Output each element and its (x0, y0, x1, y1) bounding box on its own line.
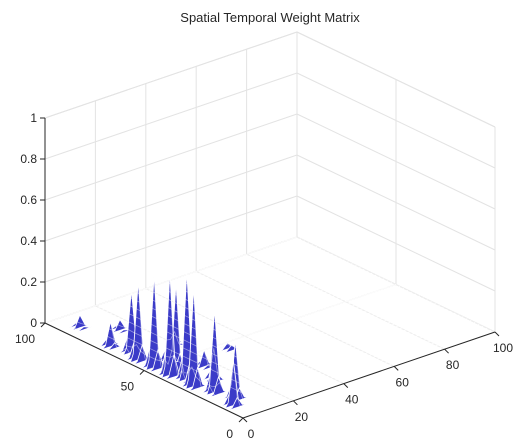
z-grid-back-wall (44, 195, 298, 283)
x-tick-mark (242, 417, 248, 423)
surface-mesh-line (234, 327, 488, 415)
surface-mesh-line (104, 265, 357, 352)
surface-mesh-line (64, 246, 317, 333)
surface-mesh-line (115, 298, 314, 395)
surface-mesh-line (167, 295, 420, 383)
z-grid-back-wall (44, 72, 298, 160)
x-axis-line (242, 331, 496, 419)
surface-mesh-line (223, 322, 476, 409)
x-tick-mark (444, 348, 449, 354)
box-edge (44, 31, 298, 119)
surface-mesh-line (216, 264, 415, 360)
surface-mesh-line (206, 267, 405, 364)
box-edge (296, 31, 496, 128)
surface-ribbon (219, 320, 472, 407)
surface-mesh-line (65, 282, 264, 412)
surface-mesh-line (196, 271, 395, 367)
z-tick-label: 0.8 (20, 152, 37, 166)
surface-mesh-line (84, 255, 337, 343)
surface-mesh-line (120, 272, 373, 360)
x-tick-mark (343, 383, 349, 388)
surface-mesh-line (135, 291, 334, 388)
surface-mesh-line (165, 281, 365, 378)
surface-mesh-line (236, 257, 435, 353)
surface-mesh-line (238, 329, 492, 417)
surface-mesh-line (48, 238, 302, 326)
surface-mesh-line (145, 288, 344, 384)
z-tick-label: 0.4 (20, 234, 37, 248)
surface-mesh-line (68, 248, 321, 335)
x-tick-mark (393, 366, 399, 371)
surface-mesh-line (286, 240, 486, 336)
surface-mesh-line (54, 271, 254, 415)
surface-mesh-line (155, 284, 355, 381)
axes (40, 117, 500, 423)
y-tick-label: 50 (121, 380, 135, 394)
x-tick-label: 100 (493, 341, 513, 355)
x-tick-label: 60 (396, 375, 410, 389)
surface-mesh-line (246, 253, 445, 350)
surface-mesh-line (163, 293, 416, 381)
y-tick-mark (238, 417, 244, 423)
surface-mesh-line (56, 242, 310, 330)
surface-mesh-line (175, 277, 375, 374)
surface-mesh-line (187, 305, 440, 392)
z-tick-label: 0.6 (20, 193, 37, 207)
surface-mesh-line (95, 305, 294, 402)
surface-mesh-line (105, 302, 304, 398)
surface-mesh-line (211, 316, 464, 404)
x-tick-label: 20 (295, 410, 309, 424)
surface-mesh-line (215, 318, 468, 406)
surface-mesh-line (72, 249, 325, 337)
y-tick-label: 100 (15, 332, 35, 346)
z-grid-back-wall (44, 154, 298, 242)
y-tick-mark (139, 370, 145, 375)
surface-mesh-line (179, 301, 432, 388)
surface-mesh-line (183, 287, 436, 390)
y-tick-mark (40, 322, 46, 328)
z-tick-label: 0 (30, 316, 37, 330)
y-tick-label: 0 (226, 427, 233, 441)
surface-mesh-line (199, 309, 452, 398)
z-tick-label: 1 (30, 111, 37, 125)
surface-mesh-line (296, 236, 496, 333)
z-grid-side-wall (296, 113, 496, 210)
surface-mesh-line (75, 312, 274, 409)
z-tick-label: 0.2 (20, 275, 37, 289)
surface-mesh-line (185, 274, 385, 371)
x-tick-label: 0 (248, 427, 255, 441)
surface-mesh-line (230, 325, 484, 413)
surface-mesh-line (219, 320, 472, 407)
surface-mesh-line (139, 282, 393, 369)
z-grid-side-wall (296, 154, 496, 251)
chart-title: Spatial Temporal Weight Matrix (180, 10, 360, 25)
surface (44, 236, 496, 419)
surface-mesh-line (266, 246, 465, 343)
surface-mesh-line (276, 243, 475, 340)
surface-mesh-line (227, 324, 480, 411)
surface-mesh-line (207, 314, 460, 402)
surface-mesh-line (44, 236, 298, 324)
surface-mesh-line (203, 312, 456, 400)
surface-mesh-line (125, 295, 324, 391)
surface-mesh-line (256, 250, 455, 347)
z-grid-side-wall (296, 195, 496, 292)
x-tick-mark (293, 400, 298, 406)
surface-mesh-line (226, 260, 425, 357)
z-grid-back-wall (44, 113, 298, 201)
z-grid-side-wall (296, 72, 496, 169)
tick-labels: 0 20 40 60 80 100 0 50 100 0 0.2 0.4 0.6 0.8 1 (15, 111, 513, 441)
surface-mesh-line (85, 308, 284, 405)
surface-ribbon (179, 301, 432, 388)
x-tick-label: 40 (345, 393, 359, 407)
x-tick-label: 80 (446, 358, 460, 372)
x-tick-mark (494, 331, 500, 337)
surface-mesh-line (52, 240, 306, 328)
